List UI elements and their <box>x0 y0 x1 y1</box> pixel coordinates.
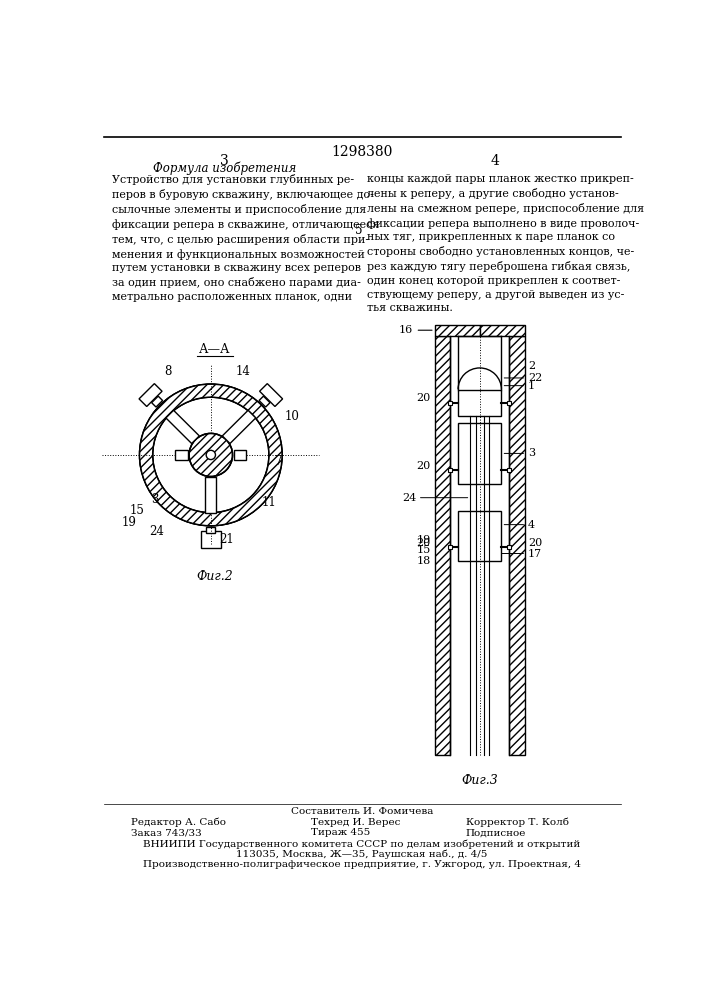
Text: Устройство для установки глубинных ре-
перов в буровую скважину, включающее до-
: Устройство для установки глубинных ре- п… <box>112 174 379 302</box>
Bar <box>509 336 525 755</box>
Text: Фиг.3: Фиг.3 <box>462 774 498 788</box>
Polygon shape <box>222 410 256 444</box>
Polygon shape <box>234 450 247 460</box>
Text: 1298380: 1298380 <box>332 145 392 159</box>
Polygon shape <box>206 477 216 513</box>
Polygon shape <box>201 531 221 548</box>
Bar <box>458 389 501 416</box>
Bar <box>480 325 525 336</box>
PathPatch shape <box>139 384 282 526</box>
Text: 19: 19 <box>416 535 431 545</box>
Text: 8: 8 <box>165 365 172 378</box>
Text: ВНИИПИ Государственного комитета СССР по делам изобретений и открытий: ВНИИПИ Государственного комитета СССР по… <box>144 840 580 849</box>
Text: Корректор Т. Колб: Корректор Т. Колб <box>466 818 569 827</box>
Text: Заказ 743/33: Заказ 743/33 <box>131 828 201 837</box>
Text: Техред И. Верес: Техред И. Верес <box>311 818 400 827</box>
Text: Подписное: Подписное <box>466 828 526 837</box>
Text: 15: 15 <box>130 504 145 517</box>
Bar <box>448 545 452 549</box>
Text: 7: 7 <box>275 455 283 468</box>
Text: 20: 20 <box>528 538 542 548</box>
Text: 24: 24 <box>402 493 416 503</box>
Text: 22: 22 <box>528 373 542 383</box>
Polygon shape <box>175 450 187 460</box>
Bar <box>507 545 511 549</box>
Bar <box>435 325 480 336</box>
Circle shape <box>189 433 233 477</box>
Text: 4: 4 <box>528 520 535 530</box>
Polygon shape <box>259 396 270 407</box>
Text: 113035, Москва, Ж—35, Раушская наб., д. 4/5: 113035, Москва, Ж—35, Раушская наб., д. … <box>236 850 488 859</box>
Text: 20: 20 <box>416 461 431 471</box>
Bar <box>448 401 452 405</box>
Text: Формула изобретения: Формула изобретения <box>153 162 296 175</box>
Bar <box>435 336 450 755</box>
Text: 5: 5 <box>355 224 363 237</box>
Bar <box>507 401 511 405</box>
Text: Редактор А. Сабо: Редактор А. Сабо <box>131 818 226 827</box>
Text: 10: 10 <box>285 410 300 423</box>
Bar <box>435 336 450 755</box>
Text: 16: 16 <box>399 325 413 335</box>
Bar <box>480 325 525 336</box>
Text: 15: 15 <box>416 545 431 555</box>
Bar <box>458 423 501 484</box>
Text: 17: 17 <box>528 549 542 559</box>
Text: 4: 4 <box>491 154 500 168</box>
Polygon shape <box>206 527 216 533</box>
Bar <box>448 468 452 472</box>
Text: Составитель И. Фомичева: Составитель И. Фомичева <box>291 807 433 816</box>
Bar <box>435 325 480 336</box>
Bar <box>458 511 501 561</box>
Text: Тираж 455: Тираж 455 <box>311 828 370 837</box>
Polygon shape <box>259 384 283 406</box>
Text: 2: 2 <box>528 361 535 371</box>
Text: 3: 3 <box>528 448 535 458</box>
Circle shape <box>206 450 216 460</box>
Polygon shape <box>139 384 162 406</box>
Polygon shape <box>166 410 199 444</box>
Text: Фиг.2: Фиг.2 <box>197 570 233 583</box>
Text: 19: 19 <box>122 516 137 529</box>
Text: 1: 1 <box>528 381 535 391</box>
Text: 18: 18 <box>416 556 431 566</box>
Bar <box>509 336 525 755</box>
Text: 24: 24 <box>149 525 164 538</box>
Text: 20: 20 <box>416 538 431 548</box>
Text: 11: 11 <box>262 496 276 509</box>
Text: 14: 14 <box>236 365 251 378</box>
Text: 20: 20 <box>416 393 431 403</box>
Text: концы каждой пары планок жестко прикреп-
лены к реперу, а другие свободно устано: концы каждой пары планок жестко прикреп-… <box>368 174 645 313</box>
Text: 21: 21 <box>219 533 234 546</box>
Polygon shape <box>151 396 163 407</box>
Text: А—А: А—А <box>199 343 230 356</box>
Text: Производственно-полиграфическое предприятие, г. Ужгород, ул. Проектная, 4: Производственно-полиграфическое предприя… <box>143 860 581 869</box>
Bar <box>507 468 511 472</box>
Text: 3: 3 <box>151 493 159 506</box>
Text: 3: 3 <box>220 154 228 168</box>
